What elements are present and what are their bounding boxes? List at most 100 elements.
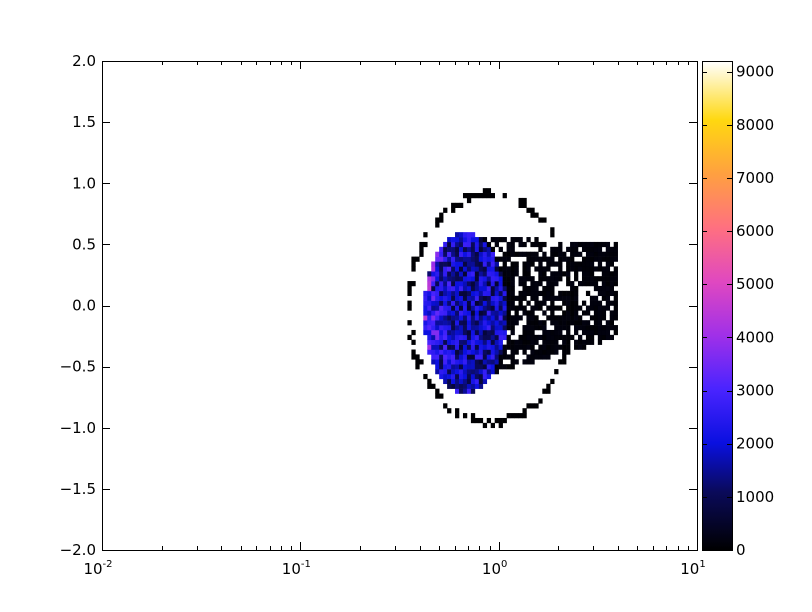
heatmap-cell [459, 339, 464, 345]
heatmap-cell [546, 339, 551, 345]
heatmap-cell [518, 295, 523, 301]
heatmap-cell [522, 310, 527, 316]
heatmap-cell [482, 310, 488, 316]
heatmap-cell [510, 344, 515, 350]
heatmap-cell [474, 290, 480, 297]
heatmap-cell [574, 329, 579, 336]
heatmap-cell [478, 339, 484, 345]
heatmap-cell [466, 388, 472, 394]
heatmap-cell [558, 241, 563, 248]
heatmap-cell [474, 359, 480, 365]
heatmap-cell [451, 266, 456, 272]
heatmap-cell [550, 310, 555, 316]
heatmap-cell [466, 344, 472, 350]
heatmap-cell [478, 261, 484, 267]
heatmap-cell [542, 266, 547, 272]
heatmap-cell [538, 266, 543, 272]
heatmap-cell [443, 290, 448, 297]
heatmap-cell [447, 349, 452, 355]
heatmap-cell [466, 310, 472, 316]
heatmap-cell [439, 217, 444, 223]
heatmap-cell [494, 290, 499, 297]
heatmap-cell [593, 256, 599, 262]
heatmap-cell [459, 300, 464, 306]
heatmap-cell [546, 329, 551, 336]
heatmap-cell [570, 334, 575, 341]
heatmap-cell [585, 281, 591, 287]
heatmap-cell [474, 373, 480, 380]
heatmap-cell [470, 310, 476, 316]
heatmap-cell [439, 354, 444, 360]
heatmap-cell [451, 315, 456, 321]
heatmap-cell [431, 325, 436, 331]
heatmap-cell [502, 271, 507, 277]
heatmap-cell [470, 241, 476, 248]
heatmap-cell [478, 246, 484, 253]
heatmap-cell [474, 310, 480, 316]
heatmap-cell [605, 285, 611, 292]
heatmap-cell [427, 290, 432, 297]
heatmap-cell [494, 271, 499, 277]
heatmap-cell [514, 251, 519, 257]
heatmap-cell [570, 251, 575, 257]
heatmap-cell [578, 325, 583, 331]
heatmap-cell [566, 349, 571, 355]
heatmap-cell [585, 276, 591, 282]
heatmap-cell [494, 241, 499, 248]
heatmap-cell [601, 290, 607, 297]
heatmap-cell [470, 388, 476, 394]
heatmap-cell [518, 315, 523, 321]
heatmap-cell [490, 354, 495, 360]
heatmap-cell [601, 266, 607, 272]
heatmap-cell [411, 281, 416, 287]
heatmap-cell [506, 320, 511, 326]
heatmap-cell [459, 325, 464, 331]
heatmap-cell [474, 383, 480, 389]
heatmap-cell [589, 325, 595, 331]
heatmap-cell [609, 300, 614, 306]
heatmap-cell [455, 276, 460, 282]
heatmap-cell [558, 359, 563, 365]
heatmap-cell [462, 359, 468, 365]
heatmap-cell [581, 310, 587, 316]
heatmap-cell [451, 251, 456, 257]
heatmap-cell [478, 364, 484, 370]
heatmap-cell [470, 364, 476, 370]
heatmap-cell [459, 261, 464, 267]
heatmap-cell [566, 276, 571, 282]
heatmap-cell [466, 339, 472, 345]
heatmap-cell [605, 329, 611, 336]
heatmap-cell [490, 256, 495, 262]
heatmap-cell [506, 305, 511, 311]
heatmap-cell [455, 325, 460, 331]
heatmap-cell [466, 261, 472, 267]
heatmap-cell [534, 325, 539, 331]
heatmap-cell [593, 246, 599, 253]
heatmap-cell [427, 334, 432, 341]
heatmap-cell [534, 212, 539, 218]
heatmap-cell [451, 378, 456, 385]
heatmap-cell [526, 237, 531, 243]
heatmap-cell [593, 315, 599, 321]
heatmap-cell [558, 320, 563, 326]
heatmap-cell [470, 246, 476, 253]
heatmap-cell [459, 349, 464, 355]
heatmap-cell [419, 241, 424, 248]
heatmap-cell [435, 300, 440, 306]
heatmap-cell [490, 349, 495, 355]
heatmap-cell [550, 339, 555, 345]
heatmap-cell [581, 246, 587, 253]
heatmap-cell [474, 246, 480, 253]
heatmap-cell [470, 193, 476, 199]
heatmap-cell [455, 285, 460, 292]
heatmap-cell [597, 315, 603, 321]
heatmap-cell [613, 310, 618, 316]
heatmap-cell [439, 364, 444, 370]
heatmap-cell [534, 295, 539, 301]
heatmap-cell [518, 281, 523, 287]
heatmap-cell [570, 305, 575, 311]
heatmap-cell [459, 329, 464, 336]
heatmap-cell [609, 285, 614, 292]
heatmap-cell [474, 193, 480, 199]
heatmap-cell [518, 305, 523, 311]
